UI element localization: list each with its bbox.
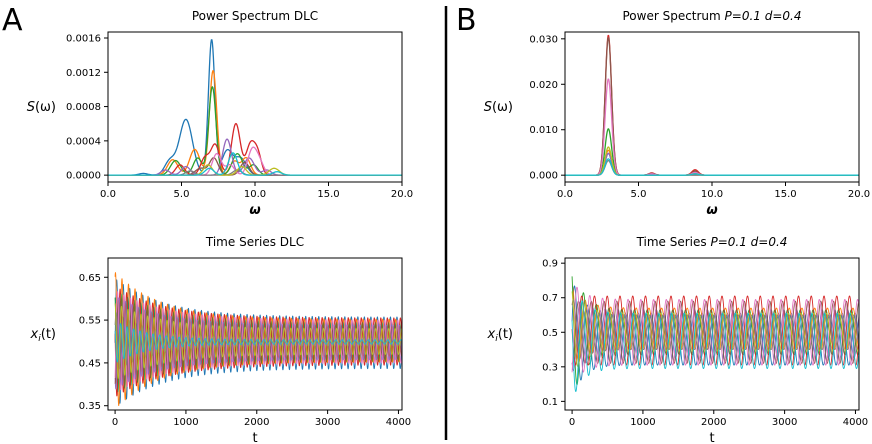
x-tick-label: 4000 [386, 417, 411, 428]
series-line [565, 158, 859, 176]
y-tick-label: 0.1 [542, 397, 558, 408]
x-tick-label: 3000 [772, 417, 797, 428]
series-line [108, 39, 402, 176]
y-tick-label: 0.020 [529, 80, 558, 91]
x-tick-label: 2000 [244, 417, 269, 428]
series-line [565, 152, 859, 176]
series-line [571, 298, 859, 360]
plot-frame [564, 257, 860, 411]
series-line [571, 302, 859, 371]
series-group [571, 276, 859, 392]
chart-title-italic: P=0.1 d=0.4 [710, 235, 787, 249]
chart-title-italic: P=0.1 d=0.4 [725, 9, 802, 23]
chart-title-plain: Time Series [636, 235, 711, 249]
series-line [108, 146, 402, 176]
plot-frame [107, 257, 403, 411]
x-axis-label: ω [249, 203, 260, 218]
chart-title-plain: Power Spectrum [622, 9, 724, 23]
chart-B-spectrum: 0.0 5.0 10.0 15.0 20.0 0.000 0.010 0.020 0.030 Po… [484, 9, 870, 218]
series-line [571, 286, 859, 373]
chart-A-spectrum: 0.0 5.0 10.0 15.0 20.0 0.0000 0.0004 0.0008 0.00… [27, 9, 413, 218]
x-tick-label: 1000 [630, 417, 655, 428]
x-tick-label: 1000 [173, 417, 198, 428]
panel-letter-b: B [456, 3, 477, 38]
y-tick-label: 0.65 [79, 273, 101, 284]
series-line [108, 152, 402, 176]
y-tick-label: 0.3 [542, 362, 558, 373]
y-tick-label: 0.0000 [66, 171, 101, 182]
y-axis-label: S(ω) [484, 100, 513, 115]
x-tick-label: 10.0 [244, 189, 266, 200]
y-tick-label: 0.0004 [66, 136, 101, 147]
series-line [565, 160, 859, 176]
x-tick-label: 5.0 [631, 189, 647, 200]
series-line [571, 300, 859, 392]
x-tick-label: 0.0 [557, 189, 573, 200]
x-tick-label: 20.0 [391, 189, 413, 200]
series-line [114, 303, 402, 379]
x-tick-label: 10.0 [701, 189, 723, 200]
x-tick-label: 0 [569, 417, 575, 428]
x-axis-label: t [709, 431, 714, 444]
panel-letter-a: A [2, 3, 23, 38]
x-axis-label: t [252, 431, 257, 444]
x-tick-label: 3000 [315, 417, 340, 428]
x-tick-label: 20.0 [848, 189, 870, 200]
x-tick-label: 15.0 [317, 189, 339, 200]
series-line [108, 86, 402, 176]
series-line [108, 70, 402, 176]
y-tick-label: 0.35 [79, 401, 101, 412]
x-axis-label: ω [706, 203, 717, 218]
series-line [565, 152, 859, 176]
x-tick-label: 5.0 [174, 189, 190, 200]
chart-title: Time Series P=0.1 d=0.4 [636, 235, 788, 249]
chart-B-timeseries: 0 1000 2000 3000 4000 0.1 0.3 0.5 0.7 0.9 Time Ser… [487, 235, 869, 444]
y-tick-label: 0.9 [542, 259, 558, 270]
y-tick-label: 0.55 [79, 316, 101, 327]
y-tick-label: 0.0008 [66, 102, 101, 113]
series-line [108, 138, 402, 176]
series-line [571, 291, 859, 367]
y-tick-label: 0.000 [529, 171, 558, 182]
y-axis-label: S(ω) [27, 100, 56, 115]
series-group [565, 34, 859, 176]
x-tick-label: 0 [112, 417, 118, 428]
chart-title: Time Series DLC [205, 235, 304, 249]
y-axis-label: xi(t) [487, 327, 513, 344]
series-line [571, 300, 859, 364]
y-tick-label: 0.030 [529, 34, 558, 45]
series-group [108, 39, 402, 176]
y-tick-label: 0.45 [79, 358, 101, 369]
chart-title: Power Spectrum P=0.1 d=0.4 [622, 9, 801, 23]
plot-frame [107, 31, 403, 183]
chart-title: Power Spectrum DLC [192, 9, 318, 23]
x-tick-label: 2000 [701, 417, 726, 428]
charts-layer: 0.0 5.0 10.0 15.0 20.00.00000.00040.00080.00… [27, 9, 870, 444]
y-tick-label: 0.5 [542, 328, 558, 339]
x-tick-label: 0.0 [100, 189, 116, 200]
y-tick-label: 0.0012 [66, 68, 101, 79]
chart-A-timeseries: 0 1000 2000 3000 4000 0.35 0.45 0.55 0.65 Time Se… [30, 235, 412, 444]
series-group [114, 272, 402, 406]
y-axis-label: xi(t) [30, 327, 56, 344]
y-tick-label: 0.010 [529, 125, 558, 136]
y-tick-label: 0.0016 [66, 34, 101, 45]
x-tick-label: 4000 [843, 417, 868, 428]
series-line [114, 323, 402, 363]
x-tick-label: 15.0 [774, 189, 796, 200]
y-tick-label: 0.7 [542, 293, 558, 304]
